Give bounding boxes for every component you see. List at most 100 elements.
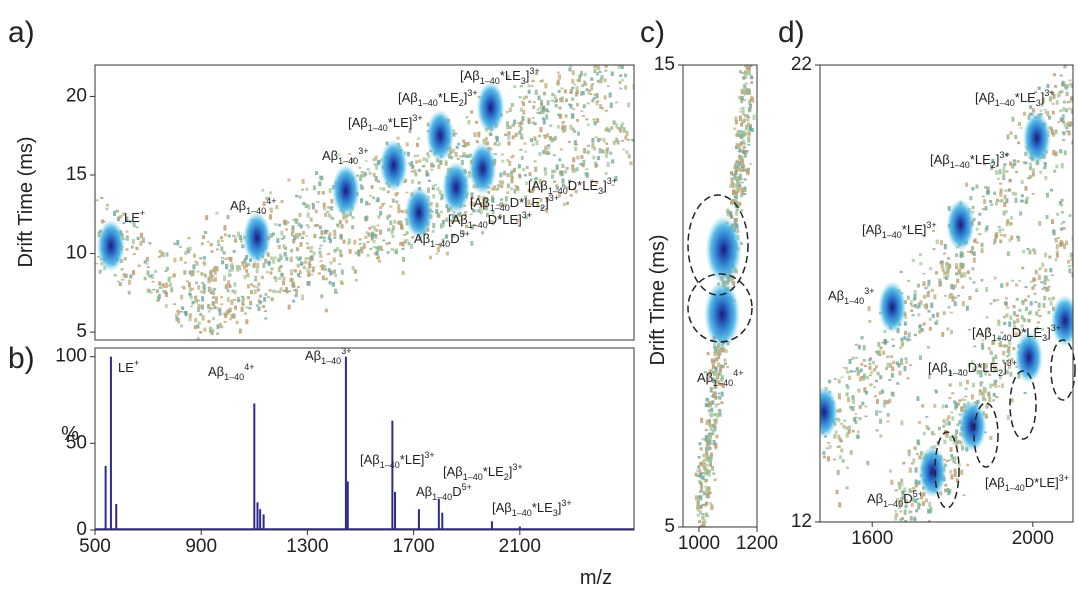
- noise: [194, 298, 197, 303]
- noise: [411, 171, 414, 173]
- noise: [886, 355, 889, 358]
- annotation-part: 1–40: [430, 239, 450, 249]
- noise: [817, 400, 820, 405]
- annotation-part: *LE: [532, 500, 553, 515]
- noise: [1038, 275, 1041, 280]
- noise: [1047, 289, 1050, 291]
- noise: [917, 502, 920, 506]
- noise: [245, 269, 248, 272]
- noise: [543, 135, 546, 137]
- noise: [978, 233, 981, 235]
- noise: [162, 290, 165, 292]
- noise: [857, 371, 860, 376]
- noise: [241, 296, 244, 298]
- noise: [563, 203, 566, 206]
- noise: [504, 134, 507, 136]
- noise: [619, 128, 622, 133]
- noise: [271, 297, 274, 301]
- noise: [524, 174, 527, 176]
- noise: [592, 57, 595, 61]
- noise: [208, 276, 211, 280]
- noise: [607, 162, 610, 167]
- noise: [999, 192, 1002, 197]
- noise: [571, 79, 574, 84]
- noise: [742, 147, 745, 149]
- noise: [1034, 293, 1037, 296]
- noise: [215, 212, 218, 215]
- noise: [927, 509, 930, 514]
- noise: [352, 216, 355, 219]
- noise: [989, 436, 992, 440]
- noise: [868, 306, 871, 311]
- noise: [898, 485, 901, 489]
- noise: [703, 493, 706, 495]
- noise: [173, 243, 176, 245]
- noise: [133, 253, 136, 255]
- noise: [933, 248, 936, 250]
- noise: [575, 86, 578, 91]
- noise: [740, 123, 743, 127]
- noise: [607, 85, 610, 87]
- noise: [1009, 179, 1012, 183]
- noise: [270, 256, 273, 260]
- noise: [987, 394, 990, 397]
- noise: [1002, 229, 1005, 231]
- noise: [982, 195, 985, 197]
- noise: [913, 518, 916, 521]
- noise: [377, 180, 380, 183]
- noise: [700, 485, 703, 488]
- noise: [833, 434, 836, 439]
- noise: [1047, 286, 1050, 289]
- noise: [376, 251, 379, 256]
- noise: [910, 518, 913, 520]
- noise: [184, 251, 187, 255]
- noise: [245, 306, 248, 308]
- noise: [928, 310, 931, 312]
- noise: [1066, 92, 1069, 96]
- noise: [753, 115, 756, 120]
- noise: [634, 137, 637, 139]
- intensity-spot: [1051, 295, 1078, 347]
- noise: [1024, 162, 1027, 165]
- noise: [591, 83, 594, 85]
- noise: [955, 253, 958, 257]
- noise: [503, 171, 506, 176]
- noise: [559, 98, 562, 100]
- noise: [399, 242, 402, 246]
- noise: [254, 278, 257, 281]
- noise: [221, 257, 224, 259]
- noise: [609, 92, 612, 97]
- noise: [925, 525, 928, 530]
- noise: [863, 345, 866, 350]
- noise: [377, 256, 380, 260]
- noise: [961, 445, 964, 450]
- noise: [696, 506, 699, 509]
- noise: [744, 178, 747, 180]
- noise: [745, 150, 748, 153]
- noise: [1060, 227, 1063, 230]
- noise: [970, 250, 973, 253]
- noise: [989, 350, 992, 354]
- annotation-part: Aβ: [230, 198, 246, 213]
- noise: [1006, 134, 1009, 139]
- noise: [915, 556, 918, 559]
- noise: [329, 215, 332, 218]
- noise: [734, 116, 737, 120]
- noise: [710, 432, 713, 435]
- noise: [585, 118, 588, 120]
- noise: [826, 447, 829, 449]
- noise: [577, 79, 580, 81]
- intensity-spot: [332, 165, 360, 217]
- noise: [984, 206, 987, 210]
- noise: [971, 187, 974, 191]
- noise: [158, 294, 161, 299]
- noise: [741, 162, 744, 167]
- noise: [360, 198, 363, 203]
- noise: [422, 157, 425, 160]
- annotation-part: D*LE: [510, 195, 541, 210]
- noise: [310, 250, 313, 252]
- noise: [534, 122, 537, 125]
- noise: [710, 407, 713, 412]
- noise: [708, 474, 711, 476]
- noise: [914, 334, 917, 336]
